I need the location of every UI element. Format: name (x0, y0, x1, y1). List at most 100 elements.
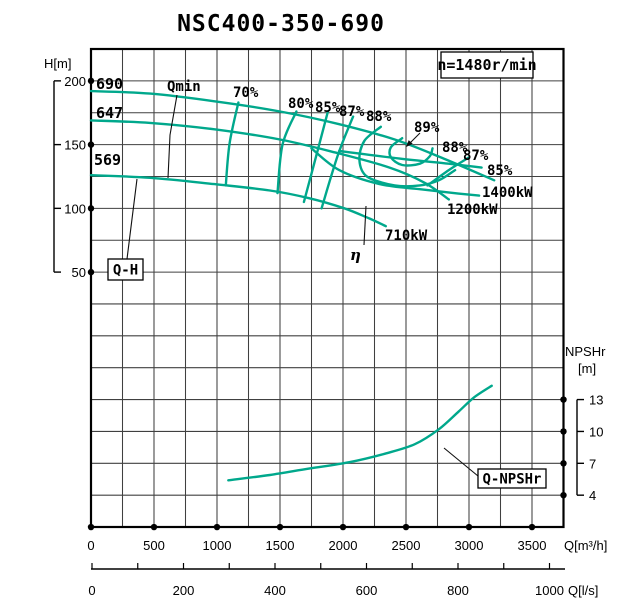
eff-88-label: 88% (366, 109, 392, 125)
flow-ls-tick-label: 800 (447, 583, 469, 598)
eta-label: η (350, 246, 361, 264)
qmin-label: Qmin (167, 79, 201, 95)
head-axis-tick-labels: 200 150 100 50 (64, 74, 86, 280)
flow-ls-tick-label: 400 (264, 583, 286, 598)
eff-85-right-label: 85% (487, 163, 513, 179)
head-axis-dot (87, 205, 95, 212)
npshr-axis-unit: [m] (578, 361, 596, 376)
flow-axis-dot (150, 523, 158, 531)
flow-ls-tick-label: 600 (356, 583, 378, 598)
eff-70-label: 70% (233, 85, 259, 101)
head-tick-label: 150 (64, 138, 86, 153)
head-axis-dot (87, 141, 95, 148)
eff-80-label: 80% (288, 96, 314, 112)
flow-m3h-tick-label: 1500 (266, 538, 295, 553)
npshr-axis-label: NPSHr (565, 344, 606, 359)
curve-eff-89-loop (388, 137, 434, 167)
flow-m3h-tick-label: 0 (87, 538, 94, 553)
curve-qh-569 (89, 174, 387, 228)
head-axis-bracket (53, 80, 61, 273)
curve-eff-85 (302, 110, 330, 204)
eta-leader-line (363, 205, 367, 246)
flow-ls-tick-label: 200 (173, 583, 195, 598)
flow-axis-dot (402, 523, 410, 531)
axis-dots (87, 77, 567, 531)
flow-m3h-tick-label: 3500 (518, 538, 547, 553)
npshr-axis-dot (560, 460, 567, 467)
impeller-690-label: 690 (96, 75, 123, 93)
head-axis-dot (87, 77, 95, 85)
npshr-axis-dot (560, 396, 567, 403)
impeller-569-label: 569 (94, 151, 121, 169)
qh-label: Q-H (113, 263, 138, 279)
flow-axis-dot (528, 523, 536, 531)
curve-qh-690 (89, 89, 496, 182)
flow-axis-m3h: 0 500 1000 1500 2000 2500 3000 3500 Q[m³/h] (87, 538, 607, 553)
head-tick-label: 50 (72, 265, 86, 280)
power-1400kw-label: 1400kW (482, 185, 533, 201)
power-710kw-label: 710kW (385, 228, 428, 244)
head-tick-label: 200 (64, 74, 86, 89)
qnpshr-label: Q-NPSHr (482, 472, 541, 488)
head-axis-label: H[m] (44, 56, 71, 71)
flow-ls-tick-label: 1000 (535, 583, 564, 598)
npshr-axis-dot (560, 428, 567, 435)
npshr-axis-dot (560, 491, 567, 499)
flow-m3h-tick-label: 1000 (203, 538, 232, 553)
flow-axis-ls: 0 200 400 600 800 1000 Q[l/s] (88, 563, 598, 598)
npshr-tick-label: 13 (589, 393, 603, 408)
qh-box (107, 258, 144, 281)
flow-m3h-tick-label: 2500 (392, 538, 421, 553)
npshr-axis-bracket (576, 398, 584, 496)
head-tick-label: 100 (64, 201, 86, 216)
power-1200kw-label: 1200kW (447, 202, 498, 218)
flow-axis-dot (339, 523, 347, 531)
curve-eff-87 (320, 115, 355, 210)
eff89-arrow-head (406, 140, 413, 147)
plot-frame (89, 47, 565, 529)
boxed-labels: n=1480r/min Q-H Q-NPSHr (107, 51, 547, 489)
flow-axis-m3h-label: Q[m³/h] (564, 538, 607, 553)
flow-axis-dot (276, 523, 284, 531)
plot-labels: 690 647 569 Qmin 70% 80% 85% 87% 88% 89%… (94, 75, 533, 264)
curve-qh-647 (89, 119, 450, 201)
flow-m3h-tick-label: 3000 (455, 538, 484, 553)
npshr-axis: NPSHr [m] 13 10 7 4 (565, 344, 606, 503)
curve-set (89, 89, 496, 482)
curve-q-npshr (227, 384, 493, 482)
eff-87-label: 87% (339, 104, 365, 120)
speed-label: n=1480r/min (437, 56, 536, 74)
grid (91, 49, 564, 528)
head-axis: H[m] 200 150 100 50 (44, 56, 86, 280)
flow-axis-dot (87, 523, 95, 531)
flow-axis-m3h-tick-labels: 0 500 1000 1500 2000 2500 3000 3500 (87, 538, 546, 553)
npshr-tick-label: 4 (589, 488, 596, 503)
flow-m3h-tick-label: 500 (143, 538, 165, 553)
eff-85-label: 85% (315, 100, 341, 116)
qnpshr-box (477, 468, 547, 489)
npshr-axis-tick-labels: 13 10 7 4 (589, 393, 603, 504)
qnpshr-leader-line (443, 447, 479, 477)
eff-87-right-label: 87% (463, 148, 489, 164)
leader-lines (126, 94, 479, 477)
curve-eff-70 (224, 101, 240, 187)
curve-eff-88-loop (358, 125, 457, 188)
eff-89-label: 89% (414, 120, 440, 136)
npshr-tick-label: 10 (589, 424, 603, 439)
chart-title: NSC400-350-690 (177, 11, 385, 37)
curve-eff-87-sweep (310, 147, 481, 197)
qmin-leader-line (167, 94, 178, 179)
curve-eff-80 (276, 110, 298, 195)
flow-axis-dot (465, 523, 473, 531)
flow-axis-dot (213, 523, 221, 531)
curve-eff-85-right (338, 149, 483, 169)
flow-ls-tick-label: 0 (88, 583, 95, 598)
head-axis-dot (87, 268, 95, 276)
speed-box (440, 51, 534, 79)
curve-eff-87-right (426, 156, 471, 187)
eff-88-right-label: 88% (442, 140, 468, 156)
impeller-647-label: 647 (96, 104, 123, 122)
npshr-tick-label: 7 (589, 456, 596, 471)
